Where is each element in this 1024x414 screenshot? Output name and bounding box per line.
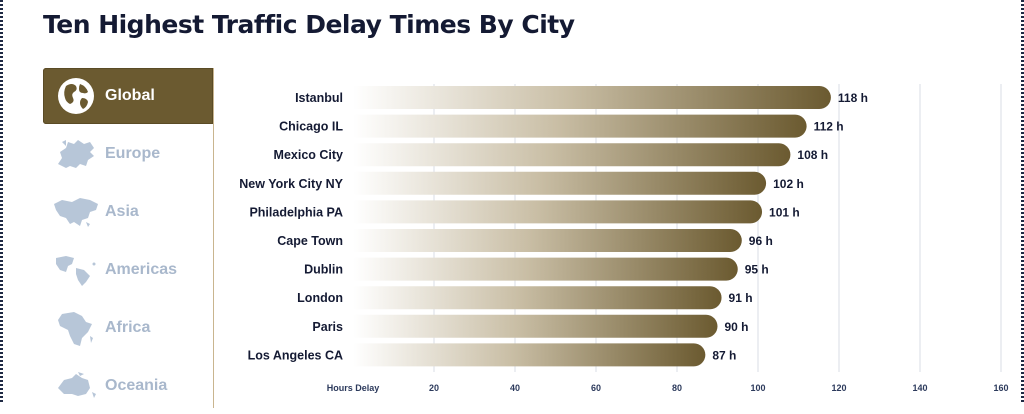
bar-cape-town xyxy=(353,229,742,252)
x-tick-label: 140 xyxy=(912,383,927,393)
tab-europe[interactable]: Europe xyxy=(43,126,213,182)
bar-chicago-il xyxy=(353,114,807,138)
category-label: Los Angeles CA xyxy=(248,348,343,362)
category-label: Dublin xyxy=(304,263,343,277)
oceania-map-icon xyxy=(51,366,101,406)
bar-chart: 20 40 60 80 100 120 140 160 Hours Delay Istanbul 1… xyxy=(239,84,1009,393)
page-title: Ten Highest Traffic Delay Times By City xyxy=(43,10,575,39)
x-tick-label: 100 xyxy=(750,383,765,393)
bar-philadelphia-pa xyxy=(353,200,763,224)
category-label: Philadelphia PA xyxy=(249,205,343,219)
europe-map-icon xyxy=(51,134,101,174)
category-label: Paris xyxy=(312,320,343,334)
tab-africa[interactable]: Africa xyxy=(43,300,213,356)
tab-global-label: Global xyxy=(105,87,155,104)
category-label: Istanbul xyxy=(295,91,343,105)
x-tick-label: 20 xyxy=(429,383,439,393)
category-label: Cape Town xyxy=(277,234,343,248)
tab-oceania-label: Oceania xyxy=(105,377,168,394)
x-tick-label: 120 xyxy=(831,383,846,393)
value-label: 101 h xyxy=(769,205,800,219)
value-label: 95 h xyxy=(745,263,769,277)
category-label: New York City NY xyxy=(239,177,343,191)
bar-los-angeles-ca xyxy=(353,343,706,367)
asia-map-icon xyxy=(51,192,101,232)
globe-icon xyxy=(51,76,101,116)
tab-oceania[interactable]: Oceania xyxy=(43,358,213,414)
bar-mexico-city xyxy=(353,143,791,167)
value-label: 108 h xyxy=(797,148,828,162)
tab-americas[interactable]: Americas xyxy=(43,242,213,298)
tab-africa-label: Africa xyxy=(105,319,151,336)
labels: 20 40 60 80 100 120 140 160 Hours Delay Istanbul 1… xyxy=(239,91,1008,393)
africa-map-icon xyxy=(51,308,101,348)
value-label: 118 h xyxy=(838,91,868,105)
bar-dublin xyxy=(353,257,738,281)
value-label: 102 h xyxy=(773,177,804,191)
category-label: Chicago IL xyxy=(279,120,343,134)
tab-europe-label: Europe xyxy=(105,145,161,162)
tab-global[interactable]: Global xyxy=(43,68,213,124)
tab-asia-label: Asia xyxy=(105,203,139,220)
left-border xyxy=(0,0,3,404)
x-tick-label: 40 xyxy=(510,383,520,393)
bar-paris xyxy=(353,314,718,338)
value-label: 96 h xyxy=(749,234,773,248)
bar-istanbul xyxy=(353,86,831,109)
category-label: London xyxy=(297,291,343,305)
x-axis-title: Hours Delay xyxy=(327,383,380,393)
x-tick-label: 60 xyxy=(591,383,601,393)
value-label: 91 h xyxy=(729,291,753,305)
bar-london xyxy=(353,286,722,310)
value-label: 112 h xyxy=(814,120,844,134)
region-nav: Global Europe Asia Americas xyxy=(43,68,214,408)
tab-americas-label: Americas xyxy=(105,261,178,278)
x-tick-label: 160 xyxy=(993,383,1008,393)
bars xyxy=(353,86,831,367)
bar-new-york-city-ny xyxy=(353,171,767,195)
value-label: 87 h xyxy=(712,348,736,362)
americas-map-icon xyxy=(51,250,101,290)
tab-asia[interactable]: Asia xyxy=(43,184,213,240)
right-border xyxy=(1021,0,1024,404)
value-label: 90 h xyxy=(725,320,749,334)
x-tick-label: 80 xyxy=(672,383,682,393)
category-label: Mexico City xyxy=(274,148,344,162)
